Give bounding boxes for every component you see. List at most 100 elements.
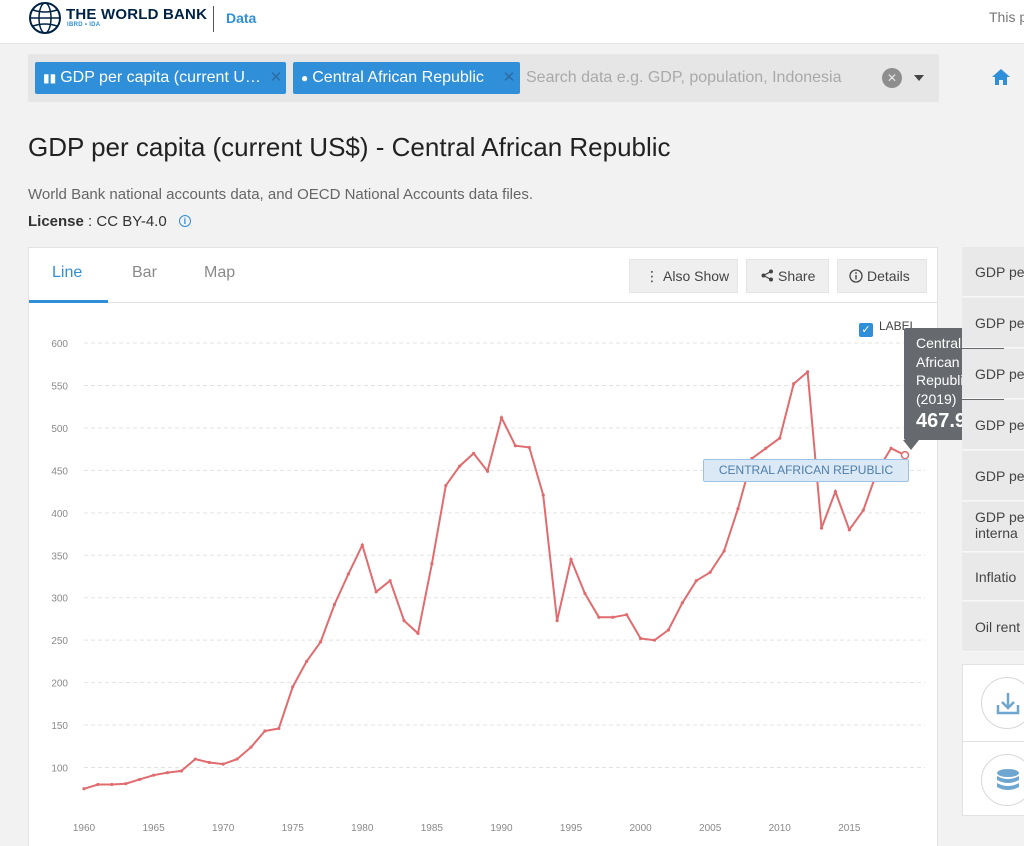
data-point	[639, 636, 643, 641]
tab-map[interactable]: Map	[204, 264, 236, 281]
chart-tabs: Line Bar Map ⋮ Also Show Share Details	[29, 248, 937, 303]
data-section-link[interactable]: Data	[226, 10, 257, 26]
remove-indicator-icon[interactable]: ✕	[269, 69, 283, 86]
series-line[interactable]	[83, 369, 906, 790]
details-button[interactable]: Details	[837, 259, 927, 293]
data-point	[764, 446, 768, 450]
y-tick-label: 200	[51, 679, 68, 690]
x-tick-label: 1990	[490, 823, 513, 834]
world-bank-globe-icon[interactable]	[28, 1, 62, 35]
brand-subtitle: IBRD • IDA	[67, 22, 101, 28]
brand-divider	[213, 6, 214, 32]
data-point	[722, 549, 726, 553]
license-row: License : CC BY-4.0 i	[28, 213, 191, 230]
gdp-line-chart[interactable]: 100 150 200 250 300 350 400 450 500 550 600 1960 196…	[29, 304, 937, 846]
data-point	[778, 436, 782, 440]
data-point	[207, 760, 211, 765]
data-point	[666, 628, 671, 632]
also-show-button[interactable]: ⋮ Also Show	[629, 259, 738, 293]
x-tick-label: 1970	[212, 823, 235, 834]
data-point	[249, 745, 253, 749]
data-point	[708, 570, 712, 574]
related-indicator-item[interactable]: Inflatio	[962, 553, 1024, 601]
data-point	[485, 469, 490, 473]
data-point	[346, 572, 350, 576]
y-tick-label: 500	[51, 424, 68, 435]
x-tick-label: 1995	[560, 823, 583, 834]
highlighted-data-point	[900, 450, 910, 460]
share-icon	[759, 260, 775, 292]
data-point	[402, 619, 406, 623]
related-indicator-item[interactable]: Oil rent	[962, 602, 1024, 652]
data-point	[680, 601, 684, 605]
data-point	[444, 484, 448, 488]
y-tick-label: 550	[51, 381, 68, 392]
download-button[interactable]	[981, 677, 1024, 729]
share-button[interactable]: Share	[746, 259, 829, 293]
data-point	[458, 464, 462, 468]
location-pin-icon: ●	[301, 71, 309, 85]
brand-title[interactable]: THE WORLD BANK	[66, 6, 208, 23]
y-tick-label: 600	[51, 339, 68, 350]
data-point	[819, 526, 824, 530]
data-point	[263, 729, 267, 733]
related-indicator-item[interactable]: GDP pe	[962, 400, 1024, 450]
clear-search-icon[interactable]: ✕	[882, 68, 902, 88]
data-point	[96, 782, 100, 787]
data-point	[291, 685, 295, 689]
data-point	[694, 579, 698, 583]
data-point	[305, 659, 309, 664]
data-point	[165, 771, 170, 775]
tools-divider	[963, 741, 1024, 742]
license-value: : CC BY-4.0	[88, 213, 167, 230]
country-chip[interactable]: ● Central African Republic	[293, 62, 520, 94]
tooltip-arrow	[903, 440, 919, 450]
y-tick-label: 150	[51, 721, 68, 732]
also-show-label: Also Show	[663, 268, 730, 284]
chart-panel: Line Bar Map ⋮ Also Show Share Details 10…	[28, 247, 938, 846]
databank-button[interactable]	[981, 754, 1024, 806]
y-tick-label: 450	[51, 466, 68, 477]
x-tick-label: 1975	[282, 823, 305, 834]
search-input[interactable]	[526, 62, 876, 94]
page-title: GDP per capita (current US$) - Central A…	[28, 132, 671, 162]
share-label: Share	[778, 268, 816, 284]
x-tick-label: 1980	[351, 823, 374, 834]
dropdown-caret-icon[interactable]	[914, 75, 924, 81]
source-text: World Bank national accounts data, and O…	[28, 186, 534, 203]
database-icon	[997, 769, 1019, 790]
data-point	[151, 773, 156, 777]
active-tab-underline	[29, 300, 108, 303]
data-point	[611, 615, 615, 619]
more-vertical-icon: ⋮	[645, 268, 659, 284]
related-indicator-item[interactable]: GDP pe	[962, 247, 1024, 297]
data-point	[388, 579, 392, 583]
data-point	[193, 757, 197, 761]
y-tick-label: 300	[51, 594, 68, 605]
tooltip-line: Republic	[916, 372, 971, 388]
related-indicator-item[interactable]: GDP pe	[962, 349, 1024, 399]
topbar-right-text[interactable]: This p	[989, 9, 1024, 25]
details-label: Details	[867, 268, 910, 284]
download-icon	[996, 693, 1020, 715]
side-tools-panel	[962, 664, 1024, 816]
tooltip-line: African	[916, 353, 960, 370]
home-icon[interactable]	[990, 66, 1012, 88]
data-point	[332, 602, 337, 607]
checkbox-checked-icon[interactable]: ✓	[859, 323, 873, 337]
indicator-chip[interactable]: ▮▮ GDP per capita (current U…	[35, 62, 286, 94]
related-indicator-item[interactable]: GDP pe	[962, 298, 1024, 348]
data-point	[221, 762, 225, 766]
data-point	[847, 528, 851, 532]
x-tick-label: 1965	[142, 823, 165, 834]
info-icon[interactable]: i	[178, 215, 191, 227]
tab-bar[interactable]: Bar	[132, 264, 157, 281]
x-tick-label: 1960	[73, 823, 96, 834]
tab-line[interactable]: Line	[52, 264, 83, 281]
related-indicator-item[interactable]: GDP pe interna	[962, 502, 1024, 552]
data-point	[555, 619, 559, 623]
remove-country-icon[interactable]: ✕	[502, 69, 516, 86]
top-bar: THE WORLD BANK IBRD • IDA Data This p	[0, 0, 1024, 44]
related-indicator-item[interactable]: GDP pe	[962, 451, 1024, 501]
indicator-chip-label: GDP per capita (current U…	[60, 69, 261, 86]
